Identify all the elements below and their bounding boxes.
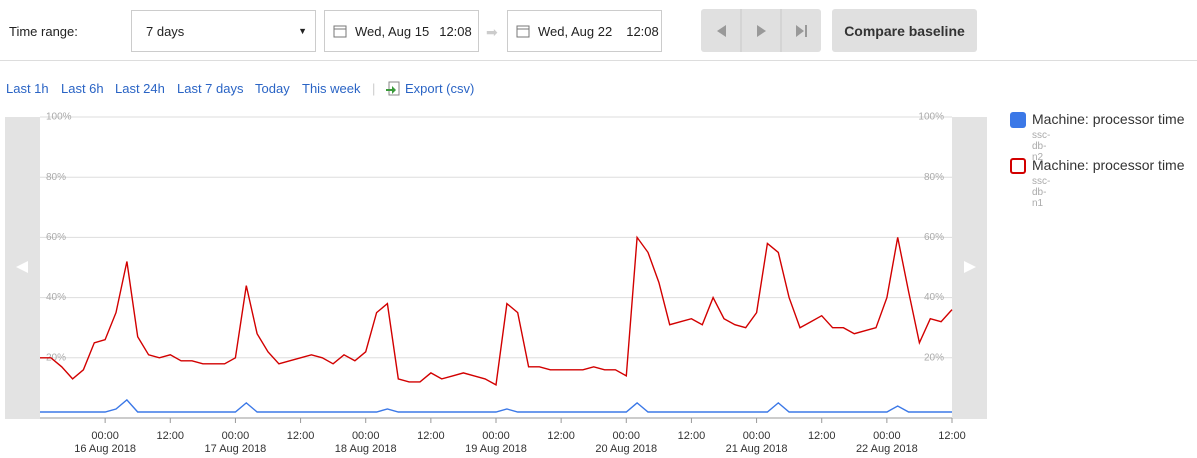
previous-button[interactable] (717, 25, 726, 37)
x-tick-label: 00:00 22 Aug 2018 (855, 430, 918, 455)
x-tick-label: 12:00 (286, 430, 315, 442)
y-tick-label: 100% (46, 112, 72, 123)
x-tick-label: 00:00 19 Aug 2018 (465, 430, 527, 455)
calendar-icon (333, 25, 347, 38)
right-arrow (964, 261, 976, 273)
y-tick-label: 20% (46, 352, 66, 363)
x-tick-label: 12:00 (417, 430, 445, 442)
quick-link[interactable]: Last 6h (61, 81, 104, 96)
x-tick-label: 12:00 (807, 430, 836, 442)
x-tick-label: 00:00 17 Aug 2018 (204, 430, 267, 455)
start-date-field[interactable]: Wed, Aug 15 12:08 (324, 10, 479, 52)
calendar-icon (516, 25, 530, 38)
series-line (40, 235, 953, 387)
series-line (40, 398, 952, 413)
x-tick-label: 12:00 (156, 430, 185, 442)
compare-button[interactable]: Compare baseline (832, 9, 977, 52)
quick-link[interactable]: Last 7 days (177, 81, 244, 96)
y-tick-label: 60% (924, 232, 944, 243)
legend-swatch (1010, 112, 1026, 128)
play-button[interactable] (757, 25, 766, 37)
y-tick-label: 100% (918, 112, 944, 123)
x-tick-label: 12:00 (938, 430, 966, 442)
x-tick-label: 12:00 (677, 430, 706, 442)
range-select[interactable]: 7 days ▼ (131, 10, 316, 52)
export-link[interactable]: Export (csv) (405, 81, 475, 96)
x-tick-label: 00:00 18 Aug 2018 (334, 430, 397, 455)
y-tick-label: 80% (46, 172, 66, 183)
end-date: Wed, Aug 22 (538, 23, 613, 39)
quick-link[interactable]: This week (302, 81, 361, 96)
divider (0, 60, 1197, 61)
x-tick-label: 00:00 20 Aug 2018 (595, 430, 658, 455)
quick-link[interactable]: Today (255, 81, 290, 96)
y-tick-label: 20% (924, 352, 944, 363)
end-date-field[interactable]: Wed, Aug 22 12:08 (507, 10, 662, 52)
y-tick-label: 40% (924, 292, 944, 303)
legend-name: Machine: processor time (1032, 111, 1185, 127)
time-range-label: Time range: (9, 24, 78, 39)
y-tick-label: 60% (46, 232, 66, 243)
last-button[interactable] (796, 25, 807, 37)
quick-link[interactable]: Last 1h (6, 81, 49, 96)
y-tick-label: 40% (46, 292, 66, 303)
export-icon (386, 81, 400, 96)
x-tick-label: 00:00 16 Aug 2018 (74, 430, 137, 455)
legend-swatch (1010, 158, 1026, 174)
x-tick-label: 12:00 (547, 430, 575, 442)
y-tick-label: 80% (924, 172, 944, 183)
legend-name: Machine: processor time (1032, 157, 1185, 173)
start-date: Wed, Aug 15 (355, 23, 430, 39)
chart: 20% 20% 40% 40% 60% 60% 80% 80% 100% 100% (5, 112, 987, 423)
nav-buttons (701, 9, 821, 52)
end-time: 12:08 (626, 23, 659, 39)
arrow-icon: ➡ (486, 24, 498, 40)
legend-instance: ssc-db-n2 (1032, 130, 1051, 163)
start-time: 12:08 (439, 23, 472, 39)
legend-instance: ssc-db-n1 (1032, 176, 1051, 209)
separator: | (372, 81, 376, 96)
range-select-text: 7 days (146, 23, 185, 39)
x-tick-label: 00:00 21 Aug 2018 (725, 430, 788, 455)
left-arrow (16, 261, 28, 273)
quick-link[interactable]: Last 24h (115, 81, 165, 96)
nav-icons (717, 9, 807, 52)
